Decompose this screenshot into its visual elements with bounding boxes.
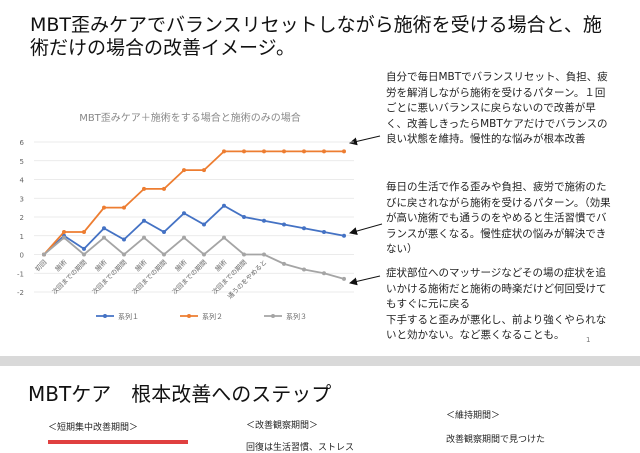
point [142,218,146,223]
point [242,252,246,257]
series-line [43,150,344,256]
y-tick-label: 6 [20,139,25,147]
x-tick-label: 施術 [53,257,69,273]
legend-marker [271,314,275,318]
point [322,230,326,234]
point [162,186,166,191]
legend-label: 系列２ [202,312,223,321]
note: 症状部位へのマッサージなどその場の症状を追いかける施術だと施術の時楽だけど何回受… [386,266,614,344]
x-tick-label: 施術 [173,257,189,273]
x-tick-label: 施術 [133,257,149,273]
legend-label: 系列３ [286,312,307,321]
point [142,186,146,191]
point [162,230,166,234]
point [262,252,266,257]
step-heading: ＜維持期間＞ [446,411,501,421]
note: 自分で毎日MBTでバランスリセット、負担、疲労を解消しながら施術を受けるパターン… [386,71,608,145]
point [302,149,306,154]
point [242,215,246,219]
slide-title: MBT歪みケアでバランスリセットしながら施術を受ける場合と、施術だけの場合の改善… [30,14,602,59]
x-tick-label: 施術 [93,257,109,273]
y-tick-label: 3 [20,195,24,203]
point [302,267,306,272]
point [242,149,246,154]
point [262,218,266,223]
point [82,252,86,257]
legend-marker [187,314,191,318]
point [162,252,166,257]
point [122,237,126,242]
x-tick-label: 次回までの期間 [130,258,169,297]
y-tick-label: -1 [17,270,24,278]
point [282,222,286,227]
point [62,235,66,240]
x-tick-label: 施術 [213,257,229,273]
point [182,235,186,240]
point [202,168,206,173]
slide-title: MBTケア 根本改善へのステップ [28,382,332,406]
x-tick-label: 次回までの期間 [170,258,209,297]
point [322,149,326,154]
point [342,276,346,281]
y-tick-label: 5 [20,158,24,166]
point [202,252,206,257]
point [322,271,326,276]
point [102,235,106,240]
point [122,205,126,210]
series-line [43,236,345,280]
note-line: 下手すると歪みが悪化し、前より強くやられないと効かない。など悪くなることも。 [386,313,607,342]
note: 毎日の生活で作る歪みや負担、疲労で施術のたびに戻されながら施術を受けるパターン。… [386,181,611,255]
point [262,149,266,154]
point [102,226,106,231]
arrow [349,135,381,146]
page-number: 1 [586,336,591,344]
x-tick-label: 次回までの期間 [210,258,249,297]
point [222,149,226,154]
step-text: 改善観察期間で見つけた [446,435,546,445]
point [342,149,346,154]
x-tick-label: 初回 [33,258,49,274]
y-tick-label: 1 [20,233,24,241]
series-line [43,204,345,256]
y-tick-label: 0 [20,252,24,260]
step-heading: ＜改善観察期間＞ [246,421,319,431]
y-tick-label: 4 [20,177,25,185]
point [62,230,66,234]
separator [0,356,640,366]
point [142,235,146,240]
arrow [349,275,381,286]
y-tick-label: 2 [20,214,24,222]
x-tick-label: 次回までの期間 [50,258,89,297]
point [182,168,186,173]
point [42,252,46,257]
point [82,230,86,234]
note-line: 症状部位へのマッサージなどその場の症状を追いかける施術だと施術の時楽だけど何回受… [386,267,607,310]
chart-title: MBT歪みケア＋施術をする場合と施術のみの場合 [79,111,301,124]
point [122,252,126,257]
highlight [48,440,188,444]
point [282,261,286,266]
point [182,211,186,216]
point [302,226,306,231]
point [82,246,86,251]
point [222,235,226,240]
point [282,149,286,154]
point [222,203,226,208]
point [202,222,206,227]
step-heading: ＜短期集中改善期間＞ [48,423,139,433]
legend-marker [103,314,107,318]
y-tick-label: -2 [17,289,24,297]
x-tick-label: 次回までの期間 [90,258,129,297]
point [342,233,346,238]
arrow [349,223,383,235]
point [102,205,106,210]
legend-label: 系列１ [118,312,139,321]
